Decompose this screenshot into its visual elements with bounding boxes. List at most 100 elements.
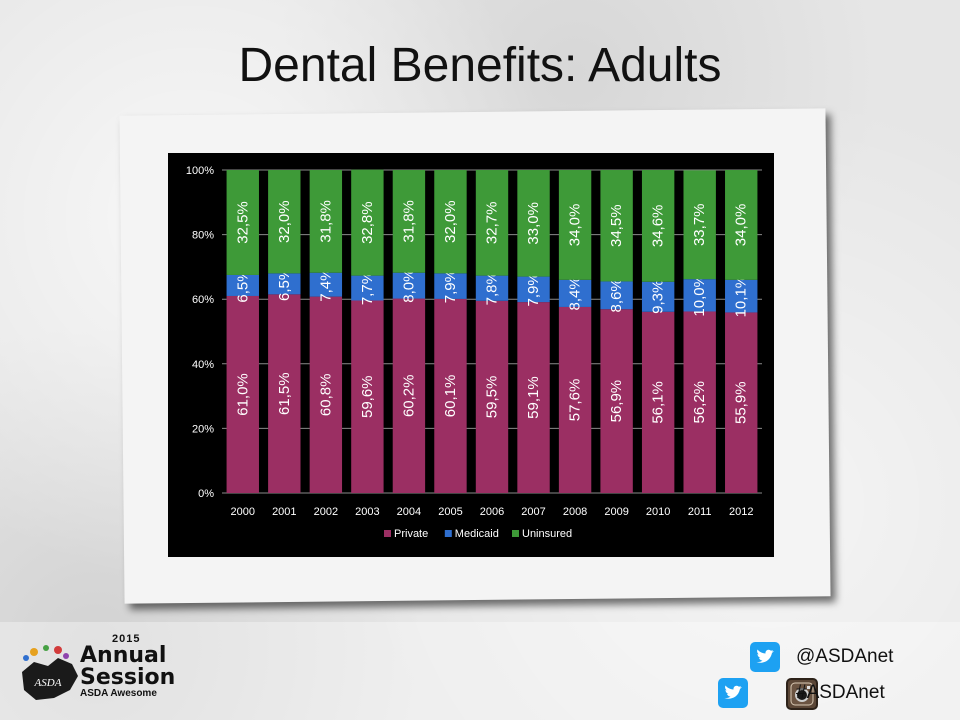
y-tick-label: 0% <box>198 488 214 500</box>
asda-map-logo-icon: ASDA <box>22 645 78 700</box>
data-label: 55,9% <box>733 381 750 424</box>
data-label: 34,0% <box>567 204 584 247</box>
bar-segment-medicaid <box>683 279 716 312</box>
bar-segment-uninsured <box>725 170 758 280</box>
data-label: 56,1% <box>650 381 667 424</box>
bar-segment-medicaid <box>309 272 343 297</box>
x-tick-label: 2006 <box>480 506 504 518</box>
bar-segment-medicaid <box>351 275 384 301</box>
y-tick-label: 100% <box>186 165 214 177</box>
bar-segment-uninsured <box>475 170 509 276</box>
data-label: 9,3% <box>650 280 667 314</box>
legend-label: Uninsured <box>522 528 572 540</box>
y-tick-label: 60% <box>192 294 214 306</box>
data-label: 31,8% <box>317 200 334 243</box>
data-label: 8,0% <box>400 269 417 303</box>
twitter-handle-row[interactable]: @ASDAnet <box>750 640 920 676</box>
y-tick-label: 20% <box>192 423 214 435</box>
data-label: 61,0% <box>234 373 251 416</box>
bar-segment-uninsured <box>351 169 384 276</box>
x-tick-label: 2004 <box>397 506 421 518</box>
data-label: 56,2% <box>691 381 708 424</box>
bar-segment-medicaid <box>600 281 633 310</box>
data-label: 7,9% <box>525 272 542 306</box>
data-label: 8,6% <box>608 278 625 312</box>
slide-title: Dental Benefits: Adults <box>238 39 722 92</box>
bar-segment-private <box>475 300 509 493</box>
bar-segment-uninsured <box>683 170 716 280</box>
chart-container: 0% 20% 40% 60% 80% 100% 61,0% 6,5% 32,5% 2000 61,5… <box>168 153 774 557</box>
data-label: 32,8% <box>359 201 376 244</box>
data-label: 10,0% <box>691 274 708 317</box>
bar-segment-medicaid <box>641 281 675 312</box>
bar-segment-uninsured <box>309 170 343 273</box>
x-tick-label: 2011 <box>688 506 712 518</box>
data-label: 7,4% <box>317 268 334 302</box>
data-label: 8,4% <box>567 276 584 310</box>
stacked-bar-chart: 0% 20% 40% 60% 80% 100% 61,0% 6,5% 32,5% 2000 61,5… <box>186 165 762 540</box>
bar-segment-private <box>725 312 758 493</box>
y-tick-label: 80% <box>192 230 214 242</box>
bar-segment-uninsured <box>600 170 633 282</box>
x-tick-label: 2009 <box>604 506 628 518</box>
logo-session: Session <box>80 665 176 690</box>
data-label: 59,6% <box>359 375 376 418</box>
data-label: 60,2% <box>400 375 417 418</box>
data-label: 57,6% <box>567 379 584 422</box>
logo-annual: Annual <box>80 643 167 668</box>
data-label: 32,7% <box>484 202 501 245</box>
bar-segment-uninsured <box>434 170 467 274</box>
instagram-icon[interactable] <box>786 678 818 710</box>
x-tick-label: 2010 <box>646 506 670 518</box>
x-tick-label: 2000 <box>231 506 255 518</box>
annual-session-logo: ASDA 2015 Annual Session ASDA Awesome <box>14 628 214 716</box>
bar-segment-medicaid <box>558 279 592 307</box>
data-label: 32,0% <box>442 200 459 243</box>
bar-segment-private <box>309 296 343 493</box>
x-tick-label: 2003 <box>355 506 379 518</box>
logo-tagline: ASDA Awesome <box>80 688 157 699</box>
data-label: 7,9% <box>442 269 459 303</box>
data-label: 31,8% <box>400 200 417 243</box>
bar-segment-uninsured <box>517 170 550 277</box>
data-label: 7,7% <box>359 271 376 305</box>
y-tick-label: 40% <box>192 359 214 371</box>
data-label: 33,0% <box>525 202 542 245</box>
bar-segment-uninsured <box>392 170 426 273</box>
logo-badge-text: ASDA <box>34 677 62 689</box>
hashtag-row[interactable]: #ASDAnet <box>718 676 920 712</box>
bar-segment-uninsured <box>558 170 592 280</box>
logo-text: 2015 Annual Session ASDA Awesome <box>80 634 175 699</box>
bar-segment-private <box>434 298 467 493</box>
bar-segment-private <box>392 298 426 493</box>
bar-segment-private <box>517 302 550 493</box>
x-tick-label: 2002 <box>314 506 338 518</box>
bar-segment-medicaid <box>392 272 426 299</box>
twitter-icon[interactable] <box>750 642 780 672</box>
bar-segment-private <box>641 311 675 493</box>
twitter-icon[interactable] <box>718 678 748 708</box>
bar-segment-medicaid <box>725 279 758 313</box>
bar-segment-private <box>268 294 301 493</box>
legend-label: Medicaid <box>455 528 499 540</box>
data-label: 61,5% <box>276 372 293 415</box>
logo-year: 2015 <box>112 633 141 645</box>
data-label: 59,5% <box>484 376 501 419</box>
legend-swatch-uninsured <box>512 530 519 537</box>
x-tick-label: 2007 <box>521 506 545 518</box>
twitter-handle[interactable]: @ASDAnet <box>796 646 894 667</box>
bar-segment-uninsured <box>641 170 675 282</box>
x-tick-label: 2001 <box>272 506 296 518</box>
bar-segment-medicaid <box>268 273 301 295</box>
hashtag[interactable]: #ASDAnet <box>796 682 885 703</box>
data-label: 34,6% <box>650 205 667 248</box>
x-tick-label: 2012 <box>729 506 753 518</box>
bar-segment-uninsured <box>226 170 259 275</box>
bar-segment-medicaid <box>434 273 467 299</box>
data-label: 6,5% <box>276 267 293 301</box>
legend-swatch-private <box>384 530 391 537</box>
bar-segment-private <box>226 295 259 493</box>
bar-segment-uninsured <box>268 170 301 274</box>
data-label: 60,8% <box>317 374 334 417</box>
data-label: 59,1% <box>525 376 542 419</box>
